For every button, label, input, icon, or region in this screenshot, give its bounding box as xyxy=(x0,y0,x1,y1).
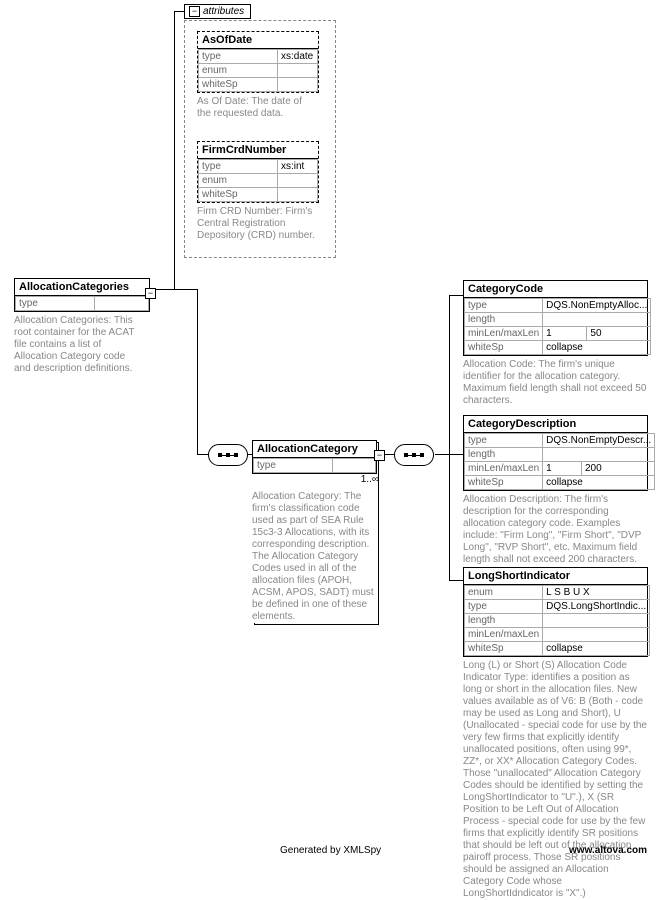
title-category-description: CategoryDescription xyxy=(464,416,647,433)
connector xyxy=(449,295,463,296)
annotation-asofdate: As Of Date: The date of the requested da… xyxy=(197,93,317,120)
node-category-description: CategoryDescription typeDQS.NonEmptyDesc… xyxy=(463,415,648,566)
annotation-firmcrd: Firm CRD Number: Firm's Central Registra… xyxy=(197,203,317,242)
attributes-container: AsOfDate typexs:date enum whiteSp As Of … xyxy=(184,20,336,258)
connector xyxy=(449,580,463,581)
node-allocation-category: AllocationCategory type − 1..∞ Allocatio… xyxy=(252,440,377,623)
connector xyxy=(150,289,197,290)
connector xyxy=(197,289,198,455)
annotation-root: Allocation Categories: This root contain… xyxy=(14,312,144,375)
node-allocation-categories: AllocationCategories type − Allocation C… xyxy=(14,278,150,375)
footer-generator: Generated by XMLSpy xyxy=(280,845,381,856)
annotation-alloccat: Allocation Category: The firm's classifi… xyxy=(252,488,382,623)
expand-handle[interactable]: − xyxy=(145,288,156,299)
node-category-code: CategoryCode typeDQS.NonEmptyAlloc... le… xyxy=(463,280,648,407)
collapse-icon: − xyxy=(189,6,200,17)
cardinality: 1..∞ xyxy=(361,474,379,485)
facet-key: type xyxy=(16,297,95,311)
attributes-header[interactable]: −attributes xyxy=(184,4,251,19)
title-allocation-category: AllocationCategory xyxy=(253,441,376,458)
annotation-long-short: Long (L) or Short (S) Allocation Code In… xyxy=(463,657,648,900)
node-asofdate: AsOfDate typexs:date enum whiteSp As Of … xyxy=(197,31,319,120)
connector xyxy=(174,11,175,289)
title-category-code: CategoryCode xyxy=(464,281,647,298)
footer: Generated by XMLSpy www.altova.com xyxy=(0,845,659,859)
sequence-connector xyxy=(394,444,434,466)
node-firmcrd: FirmCrdNumber typexs:int enum whiteSp Fi… xyxy=(197,141,319,242)
footer-link[interactable]: www.altova.com xyxy=(569,845,647,856)
annotation-category-description: Allocation Description: The firm's descr… xyxy=(463,491,648,566)
title-allocation-categories: AllocationCategories xyxy=(15,279,149,296)
connector xyxy=(449,295,450,580)
annotation-category-code: Allocation Code: The firm's unique ident… xyxy=(463,356,648,407)
sequence-connector xyxy=(208,444,248,466)
expand-handle[interactable]: − xyxy=(374,450,385,461)
title-firmcrd: FirmCrdNumber xyxy=(198,142,318,159)
title-asofdate: AsOfDate xyxy=(198,32,318,49)
facet-value xyxy=(95,297,149,311)
title-long-short: LongShortIndicator xyxy=(464,568,647,585)
connector xyxy=(174,11,184,12)
